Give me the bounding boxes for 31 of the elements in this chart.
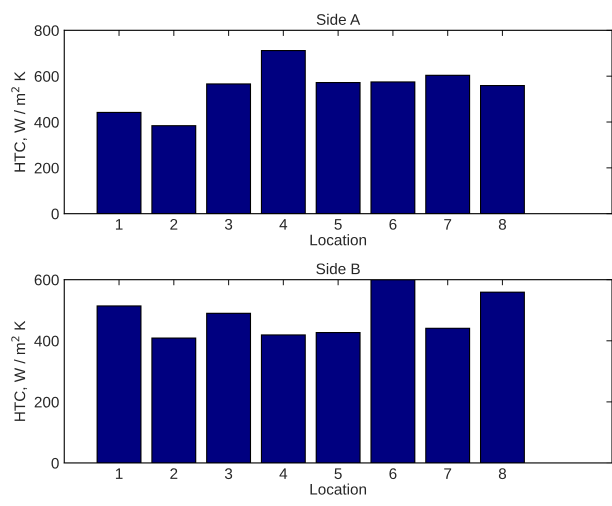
x-tick-label: 2 <box>170 218 178 230</box>
y-tick-label: 0 <box>52 208 59 220</box>
y-tick-label: 200 <box>34 162 59 174</box>
x-tick-label: 4 <box>279 219 288 230</box>
y-axis-title: HTC, W / m$^{2}$ K <box>11 71 28 172</box>
x-tick-label: 8 <box>498 218 506 230</box>
x-tick-label: 6 <box>389 468 396 480</box>
x-tick-label: 3 <box>224 468 232 480</box>
y-tick-label: 0 <box>52 458 59 469</box>
x-axis-title: Location <box>310 234 366 246</box>
x-axis-title: Location <box>310 483 366 495</box>
y-tick-label: 400 <box>34 116 59 128</box>
x-tick-label: 7 <box>444 219 452 230</box>
y-axis-title: HTC, W / m$^{2}$ K <box>11 320 28 421</box>
x-tick-label: 7 <box>444 468 452 479</box>
x-tick-label: 8 <box>498 468 506 480</box>
x-tick-label: 2 <box>170 468 178 479</box>
y-tick-label: 400 <box>34 336 59 346</box>
x-tick-label: 5 <box>334 219 342 230</box>
x-tick-label: 6 <box>389 218 396 230</box>
x-tick-label: 1 <box>116 468 123 479</box>
y-tick-label: 200 <box>34 396 59 408</box>
chart-title: Side B <box>316 263 360 274</box>
y-tick-label: 600 <box>34 274 59 286</box>
x-tick-label: 3 <box>224 218 232 230</box>
x-tick-label: 1 <box>116 219 123 230</box>
x-tick-label: 5 <box>334 468 342 480</box>
y-tick-label: 600 <box>34 71 59 82</box>
y-tick-label: 800 <box>34 25 59 36</box>
x-tick-label: 4 <box>279 468 288 479</box>
chart-title: Side A <box>316 14 360 25</box>
